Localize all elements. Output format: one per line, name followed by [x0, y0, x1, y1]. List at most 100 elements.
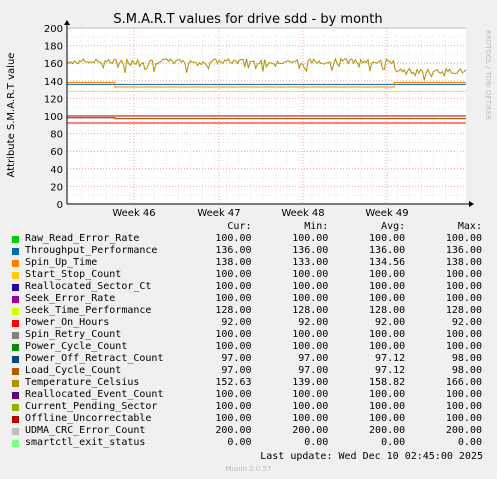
legend-cur: 100.00	[215, 413, 252, 424]
legend-swatch	[12, 427, 19, 435]
y-tick-label: 60	[50, 147, 63, 158]
legend-max: 100.00	[445, 389, 482, 400]
y-tick-label: 40	[50, 165, 63, 176]
y-tick-label: 160	[44, 59, 63, 70]
legend-max: 92.00	[451, 317, 482, 328]
x-tick-label: Week 47	[197, 208, 240, 219]
legend-cur: 100.00	[215, 389, 252, 400]
legend-cur: 97.00	[221, 365, 252, 376]
legend-row: Throughput_Performance 136.00 136.00 136.00…	[12, 245, 482, 257]
header-cur: Cur:	[227, 221, 252, 232]
chart-title: S.M.A.R.T values for drive sdd - by mont…	[113, 12, 382, 27]
legend-row: Seek_Time_Performance 128.00 128.00 128.00 1…	[12, 305, 482, 317]
legend-max: 100.00	[445, 329, 482, 340]
legend-header: Cur: Min: Avg: Max:	[12, 221, 482, 233]
legend-name: Current_Pending_Sector	[25, 401, 158, 412]
axes: 0 20 40 60 80 100 120 140 160 180 200 Week 46 Week 4…	[44, 20, 474, 219]
legend-swatch	[12, 367, 19, 375]
y-axis-label: Attribute S.M.A.R.T value	[6, 53, 17, 178]
legend-max: 200.00	[445, 425, 482, 436]
legend-name: Spin_Retry_Count	[25, 329, 122, 340]
legend-max: 136.00	[445, 245, 482, 256]
legend-max: 100.00	[445, 341, 482, 352]
legend-min: 100.00	[292, 281, 329, 292]
legend-max: 0.00	[457, 437, 482, 448]
legend-avg: 100.00	[369, 401, 406, 412]
legend-max: 100.00	[445, 281, 482, 292]
legend-avg: 100.00	[369, 293, 406, 304]
legend-avg: 100.00	[369, 389, 406, 400]
legend-row: Raw_Read_Error_Rate 100.00 100.00 100.00 100…	[12, 233, 482, 245]
legend-min: 0.00	[304, 437, 329, 448]
legend-row: Power_Off_Retract_Count 97.00 97.00 97.12 98…	[12, 353, 482, 365]
last-update-time: Wed Dec 10 02:45:00 2025	[338, 451, 484, 462]
legend-cur: 200.00	[215, 425, 252, 436]
legend-min: 100.00	[292, 233, 329, 244]
last-update-label: Last update:	[260, 451, 333, 462]
legend-avg: 100.00	[369, 413, 406, 424]
legend-avg: 100.00	[369, 281, 406, 292]
legend-swatch	[12, 307, 19, 315]
legend-max: 98.00	[451, 365, 482, 376]
legend-min: 133.00	[292, 257, 329, 268]
legend-cur: 136.00	[215, 245, 252, 256]
legend-min: 139.00	[292, 377, 329, 388]
legend-name: Power_Cycle_Count	[25, 341, 128, 352]
legend-min: 200.00	[292, 425, 329, 436]
legend-cur: 0.00	[227, 437, 252, 448]
legend-min: 100.00	[292, 293, 329, 304]
legend-min: 92.00	[298, 317, 329, 328]
legend-avg: 136.00	[369, 245, 406, 256]
y-tick-label: 0	[57, 200, 63, 211]
legend-name: Temperature_Celsius	[25, 377, 140, 388]
legend-max: 100.00	[445, 293, 482, 304]
legend-row: Seek_Error_Rate 100.00 100.00 100.00 100.00	[12, 293, 482, 305]
y-tick-label: 80	[50, 130, 63, 141]
legend-avg: 100.00	[369, 233, 406, 244]
legend-cur: 100.00	[215, 401, 252, 412]
legend-cur: 100.00	[215, 269, 252, 280]
legend-name: Power_On_Hours	[25, 317, 110, 328]
legend-row: Temperature_Celsius 152.63 139.00 158.82 166…	[12, 377, 482, 389]
series-line	[67, 82, 466, 88]
legend-max: 128.00	[445, 305, 482, 316]
y-tick-label: 140	[44, 77, 63, 88]
legend-avg: 158.82	[369, 377, 406, 388]
legend-name: Spin_Up_Time	[25, 257, 98, 268]
legend-row: Power_On_Hours 92.00 92.00 92.00 92.00	[12, 317, 482, 329]
legend-max: 138.00	[445, 257, 482, 268]
legend-name: Start_Stop_Count	[25, 269, 122, 280]
y-tick-label: 200	[44, 24, 63, 35]
legend-min: 136.00	[292, 245, 329, 256]
y-tick-label: 100	[44, 112, 63, 123]
legend-row: Offline_Uncorrectable 100.00 100.00 100.00 1…	[12, 413, 482, 425]
legend-name: Raw_Read_Error_Rate	[25, 233, 140, 244]
legend-avg: 0.00	[381, 437, 406, 448]
legend: Cur: Min: Avg: Max: Raw_Read_Error_Rate 1…	[12, 221, 482, 449]
legend-row: Spin_Up_Time 138.00 133.00 134.56 138.00	[12, 257, 482, 269]
legend-max: 98.00	[451, 353, 482, 364]
legend-avg: 100.00	[369, 341, 406, 352]
legend-cur: 100.00	[215, 341, 252, 352]
legend-swatch	[12, 247, 19, 255]
legend-cur: 152.63	[215, 377, 252, 388]
legend-name: Seek_Time_Performance	[25, 305, 152, 316]
legend-swatch	[12, 331, 19, 339]
legend-avg: 100.00	[369, 329, 406, 340]
legend-avg: 128.00	[369, 305, 406, 316]
header-min: Min:	[304, 221, 329, 232]
last-update: Last update: Wed Dec 10 02:45:00 2025	[0, 451, 483, 462]
series-line	[66, 57, 467, 81]
generator-label: Munin 2.0.57	[225, 465, 272, 473]
legend-name: Power_Off_Retract_Count	[25, 353, 164, 364]
legend-swatch	[12, 415, 19, 423]
legend-min: 100.00	[292, 341, 329, 352]
legend-row: Power_Cycle_Count 100.00 100.00 100.00 100.0…	[12, 341, 482, 353]
x-tick-label: Week 48	[281, 208, 324, 219]
legend-name: UDMA_CRC_Error_Count	[25, 425, 146, 436]
legend-name: smartctl_exit_status	[25, 437, 146, 448]
legend-swatch	[12, 403, 19, 411]
legend-swatch	[12, 343, 19, 351]
legend-cur: 100.00	[215, 329, 252, 340]
legend-min: 97.00	[298, 365, 329, 376]
